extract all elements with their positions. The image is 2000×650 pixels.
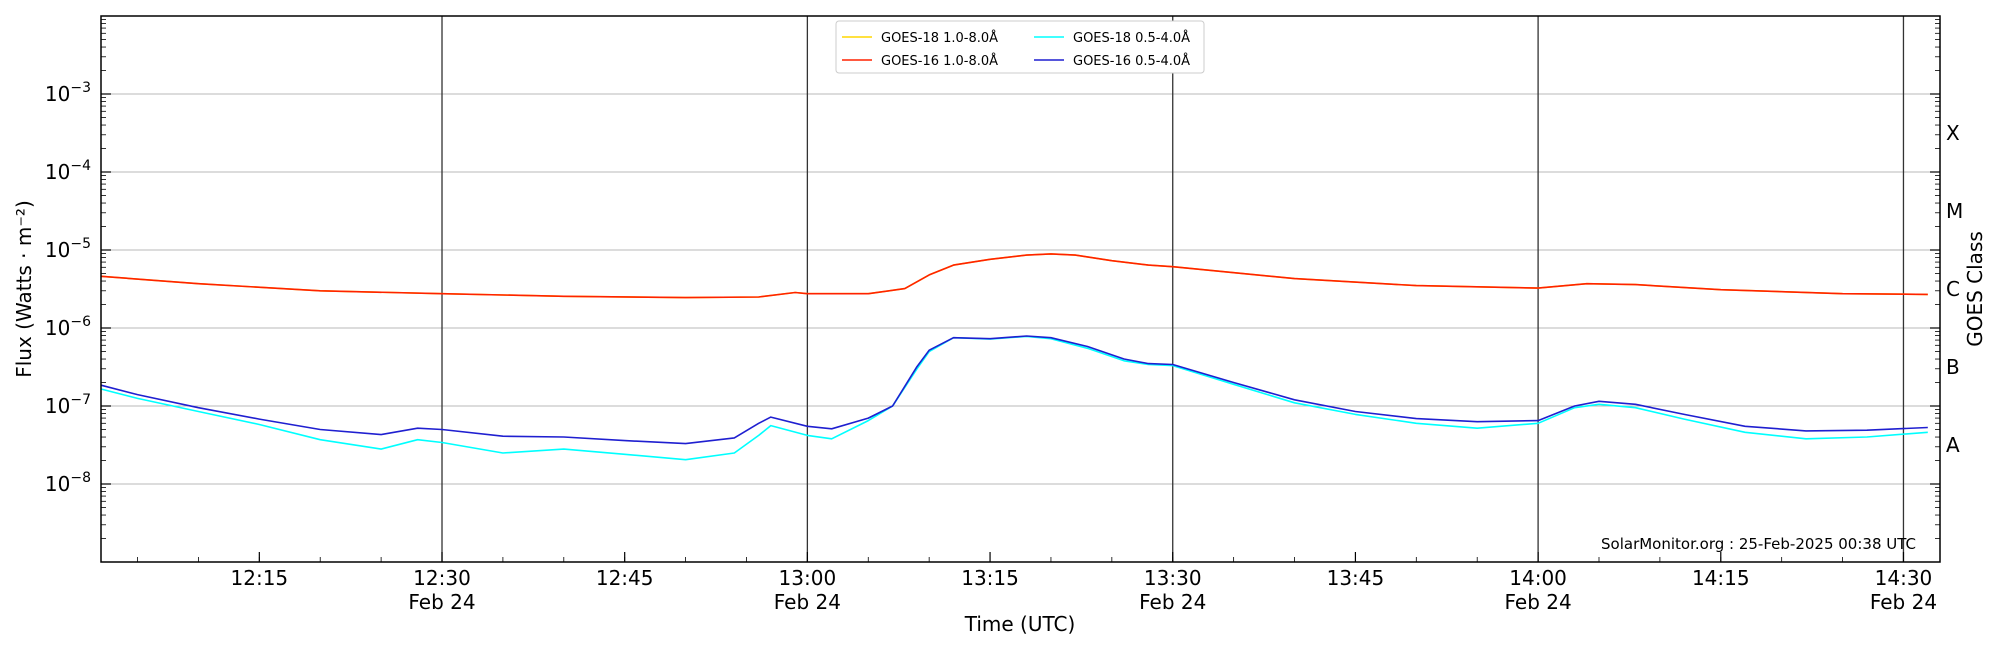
series-line-3 [100,335,1928,445]
x-tick-label: 12:45 [596,566,654,590]
legend-label-goes16-long: GOES-16 1.0-8.0Å [881,53,998,69]
goes-class-label: C [1946,277,1960,301]
x-tick-date-label: Feb 24 [408,590,475,614]
x-tick-label: 13:30 [1144,566,1202,590]
legend: GOES-18 1.0-8.0Å GOES-16 1.0-8.0Å GOES-1… [835,20,1205,74]
goes-class-label: B [1946,355,1960,379]
y-tick-label: 10−6 [45,314,91,340]
legend-label-goes18-short: GOES-18 0.5-4.0Å [1073,30,1190,46]
x-axis-title: Time (UTC) [964,612,1076,636]
x-tick-date-label: Feb 24 [1139,590,1206,614]
x-tick-date-label: Feb 24 [1870,590,1937,614]
series-line-1 [100,253,1928,299]
credit-text: SolarMonitor.org : 25-Feb-2025 00:38 UTC [1601,535,1916,553]
series-lines [100,253,1928,461]
goes-class-label: M [1946,199,1963,223]
series-line-2 [100,335,1928,461]
x-tick-label: 14:00 [1509,566,1567,590]
series-line-0 [100,253,1928,299]
x-tick-label: 13:00 [779,566,837,590]
goes-class-label: A [1946,433,1960,457]
y-tick-label: 10−8 [45,470,91,496]
right-axis-title: GOES Class [1963,231,1987,347]
x-tick-label: 13:45 [1327,566,1385,590]
x-tick-date-label: Feb 24 [1504,590,1571,614]
y-axis-title: Flux (Watts · m⁻²) [12,200,36,378]
y-tick-label: 10−5 [45,236,91,262]
legend-label-goes16-short: GOES-16 0.5-4.0Å [1073,53,1190,69]
legend-label-goes18-long: GOES-18 1.0-8.0Å [881,30,998,46]
x-tick-label: 12:30 [413,566,471,590]
plot-frame [100,15,1941,563]
x-tick-label: 14:15 [1692,566,1750,590]
gridlines [101,93,1940,485]
y-tick-label: 10−3 [45,80,91,106]
goes-class-label: X [1946,121,1960,145]
x-tick-date-label: Feb 24 [774,590,841,614]
x-tick-label: 14:30 [1875,566,1933,590]
y-tick-label: 10−4 [45,158,91,184]
x-tick-label: 12:15 [231,566,289,590]
goes-class-labels: X M C B A [1946,121,1963,457]
y-tick-label: 10−7 [45,392,91,418]
day-boundary-lines [441,16,1905,562]
legend-box [835,20,1205,74]
y-axis-ticks: 10−3 10−4 10−5 10−6 10−7 10−8 [45,19,1940,539]
x-tick-label: 13:15 [961,566,1019,590]
